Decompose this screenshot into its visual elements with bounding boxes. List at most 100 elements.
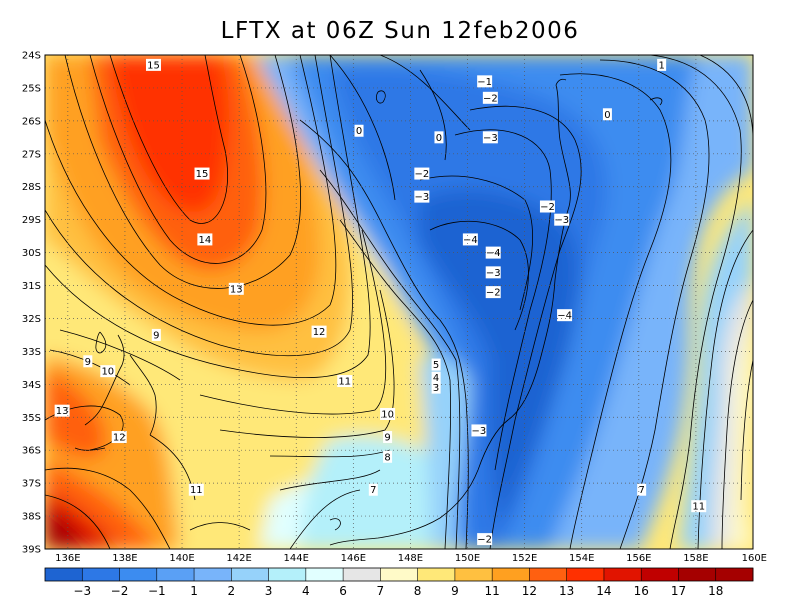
contour-label-bg bbox=[691, 500, 707, 513]
lat-tick-label: 36S bbox=[22, 446, 41, 457]
contour-label: −2 bbox=[486, 288, 501, 299]
lon-tick-label: 136E bbox=[55, 553, 80, 564]
contour-label-bg bbox=[431, 371, 441, 384]
contour-label-bg bbox=[83, 355, 93, 368]
contour-label: 1 bbox=[658, 60, 664, 71]
contour-label: 0 bbox=[436, 133, 442, 144]
contour-label-bg bbox=[111, 431, 127, 444]
contour-label-bg bbox=[228, 282, 244, 295]
contour-label: 12 bbox=[113, 433, 126, 444]
contour-label-bg bbox=[311, 325, 327, 338]
contour-label: 14 bbox=[199, 235, 212, 246]
colorbar-swatch bbox=[678, 568, 717, 581]
contour-label-bg bbox=[431, 381, 441, 394]
contour-label: 4 bbox=[433, 373, 439, 384]
contour-label: 9 bbox=[153, 330, 159, 341]
colorbar-label: 9 bbox=[451, 584, 459, 598]
contour-label-bg bbox=[383, 450, 393, 463]
contour-label: 0 bbox=[604, 110, 610, 121]
contour-label: 15 bbox=[196, 169, 209, 180]
map-title: LFTX at 06Z Sun 12feb2006 bbox=[220, 18, 580, 44]
contour-labels: 15 15 14 13 12 11 10 9 8 7 9 9 10 13 12 11 0 0 0 1 −1 −2 −3 −2 −… bbox=[54, 58, 707, 546]
colorbar-frame bbox=[44, 567, 754, 582]
colorbar-label: 8 bbox=[414, 584, 422, 598]
colorbar-label: −2 bbox=[111, 584, 129, 598]
contour-label: −3 bbox=[554, 215, 569, 226]
field-layer bbox=[45, 55, 753, 549]
contour-label: 9 bbox=[384, 433, 390, 444]
contour-label-bg bbox=[383, 431, 393, 444]
contour-label-bg bbox=[482, 131, 498, 144]
lon-tick-label: 150E bbox=[455, 553, 480, 564]
contour-label: −3 bbox=[486, 268, 501, 279]
lon-tick-label: 140E bbox=[169, 553, 194, 564]
colorbar-swatch bbox=[231, 568, 270, 581]
contour-label-bg bbox=[539, 200, 555, 213]
colorbar-swatch bbox=[268, 568, 307, 581]
contour-label: −3 bbox=[472, 426, 487, 437]
lon-tick-label: 146E bbox=[341, 553, 366, 564]
contour-label: 11 bbox=[190, 485, 203, 496]
contour-label-bg bbox=[482, 91, 498, 104]
lon-tick-label: 152E bbox=[512, 553, 537, 564]
contour-label: −2 bbox=[483, 93, 498, 104]
colorbar-label: 18 bbox=[708, 584, 723, 598]
lat-tick-label: 37S bbox=[22, 479, 41, 490]
contour-label-bg bbox=[368, 483, 378, 496]
colorbar-label: 6 bbox=[339, 584, 347, 598]
colorbar-label: 1 bbox=[190, 584, 198, 598]
contour-label-bg bbox=[557, 309, 573, 322]
lon-tick-label: 156E bbox=[626, 553, 651, 564]
contour-label-bg bbox=[380, 407, 396, 420]
colorbar-label: 11 bbox=[485, 584, 500, 598]
colorbar-swatch bbox=[454, 568, 493, 581]
latitude-axis: 24S 25S 26S 27S 28S 29S 30S 31S 32S 33S 34S 35S 36S 3… bbox=[22, 51, 41, 556]
contour-label-bg bbox=[151, 328, 161, 341]
contour-label: 15 bbox=[147, 60, 160, 71]
contour-label: −3 bbox=[414, 192, 429, 203]
lat-tick-label: 26S bbox=[22, 116, 41, 127]
lat-tick-label: 39S bbox=[22, 545, 41, 556]
lon-tick-label: 142E bbox=[226, 553, 251, 564]
contour-label: −4 bbox=[463, 235, 478, 246]
lat-tick-label: 30S bbox=[22, 248, 41, 259]
contour-label: 10 bbox=[381, 409, 394, 420]
colorbar-swatch bbox=[417, 568, 456, 581]
lon-tick-label: 154E bbox=[569, 553, 594, 564]
colorbar-label: 14 bbox=[596, 584, 611, 598]
contour-label-bg bbox=[194, 167, 210, 180]
colorbar-label: 4 bbox=[302, 584, 310, 598]
colorbar-swatch bbox=[194, 568, 232, 581]
contour-label-bg bbox=[188, 483, 204, 496]
contour-label-bg bbox=[485, 286, 501, 299]
colorbar: −3 −2 −1 1 2 3 4 6 7 8 9 11 12 13 14 16 17 18 bbox=[44, 567, 754, 598]
contour-label-bg bbox=[477, 533, 493, 546]
contour-label: −4 bbox=[486, 248, 501, 259]
colorbar-swatch bbox=[82, 568, 121, 581]
contour-label: 3 bbox=[433, 383, 439, 394]
contour-label-bg bbox=[637, 483, 647, 496]
lat-tick-label: 25S bbox=[22, 83, 41, 94]
contour-label: −1 bbox=[477, 77, 492, 88]
colorbar-label: 13 bbox=[559, 584, 574, 598]
lat-tick-label: 24S bbox=[22, 51, 41, 62]
lat-tick-label: 34S bbox=[22, 380, 41, 391]
contour-label: −4 bbox=[557, 311, 572, 322]
contour-label-bg bbox=[657, 58, 667, 71]
colorbar-swatch bbox=[529, 568, 568, 581]
contour-label: −2 bbox=[540, 202, 555, 213]
longitude-axis: 136E 138E 140E 142E 144E 146E 148E 150E 152E 154E… bbox=[55, 553, 767, 564]
coastline bbox=[74, 78, 571, 546]
colorbar-label: 16 bbox=[634, 584, 649, 598]
contour-label: −2 bbox=[414, 169, 429, 180]
contour-label: 13 bbox=[230, 284, 243, 295]
lat-tick-label: 29S bbox=[22, 215, 41, 226]
contour-label: −2 bbox=[477, 535, 492, 546]
colorbar-swatch bbox=[380, 568, 419, 581]
contour-label: 7 bbox=[638, 485, 644, 496]
contour-label-bg bbox=[145, 58, 161, 71]
colorbar-label: 7 bbox=[377, 584, 385, 598]
lat-tick-label: 31S bbox=[22, 281, 41, 292]
plot-frame bbox=[44, 54, 754, 550]
colorbar-label: 12 bbox=[522, 584, 537, 598]
